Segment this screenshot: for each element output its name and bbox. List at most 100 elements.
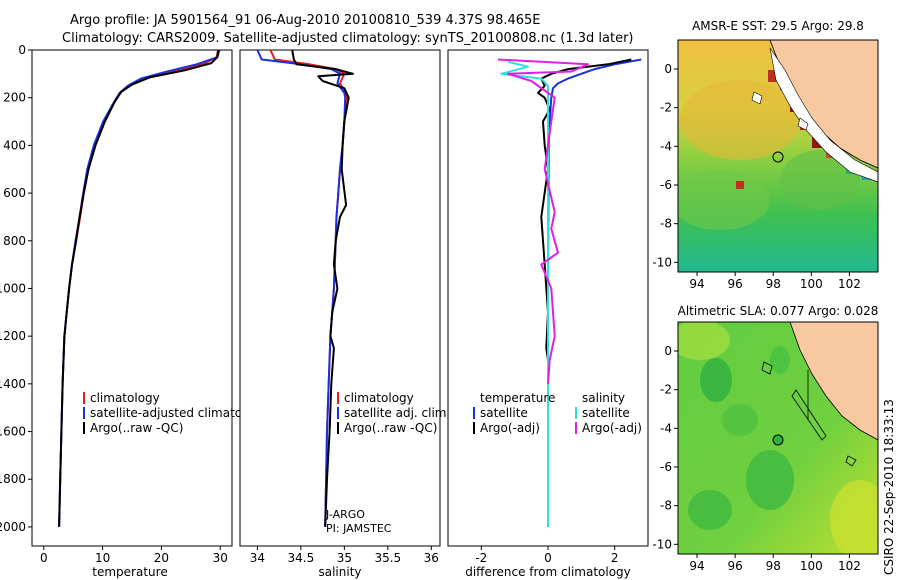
legend-label-sal-satellite: satellite: [582, 406, 630, 420]
temperature-series: [58, 49, 221, 527]
series-line-argo-raw-qc: [291, 49, 354, 527]
map-x-tick-label: 100: [800, 277, 823, 291]
map-x-tick-label: 102: [838, 559, 861, 573]
sst-argo-marker: [772, 151, 784, 163]
y-tick-label: 2000: [0, 520, 26, 534]
map-x-tick-label: 100: [800, 559, 823, 573]
sst-map-panel: AMSR-E SST: 29.5 Argo: 29.8 94 96 98 100 102…: [652, 19, 879, 291]
x-tick-label: 10: [95, 551, 110, 565]
map-y-tick-label: -6: [660, 178, 672, 192]
salinity-x-label: salinity: [318, 565, 361, 579]
y-tick-label: 600: [3, 186, 26, 200]
legend-label-climatology: climatology: [90, 391, 160, 405]
sst-map-frame: [677, 39, 879, 273]
map-x-tick-label: 96: [728, 277, 743, 291]
temperature-plot-frame: [31, 49, 233, 547]
salinity-panel: 34 34.5 35 35.5 36 salinity climatology sate…: [239, 49, 450, 579]
temperature-legend: climatology satellite-adjusted climatolo…: [83, 391, 268, 435]
x-tick-label: -2: [475, 551, 487, 565]
x-tick-label: 36: [424, 551, 439, 565]
legend-label-argo: Argo(..raw -QC): [344, 421, 437, 435]
sla-map-panel: Altimetric SLA: 0.077 Argo: 0.028 94 96 98…: [652, 304, 879, 573]
salinity-series: [256, 49, 354, 527]
y-tick-label: 1200: [0, 329, 26, 343]
map-x-tick-label: 96: [728, 559, 743, 573]
y-tick-label: 200: [3, 91, 26, 105]
sla-island-2: [791, 389, 827, 441]
header-line1: Argo profile: JA 5901564_91 06-Aug-2010 …: [70, 13, 541, 28]
salinity-legend: climatology satellite adj. clim. Argo(..…: [337, 391, 450, 435]
map-x-tick-label: 98: [766, 559, 781, 573]
legend-label-sal-argo: Argo(-adj): [582, 421, 642, 435]
difference-x-axis: -2 0 2: [475, 546, 618, 565]
sst-map-image: [678, 40, 878, 272]
legend-label-temp-argo: Argo(-adj): [480, 421, 540, 435]
series-line-salinity-argo-adj: [497, 58, 589, 384]
temperature-x-label: temperature: [92, 565, 167, 579]
sla-map-axes: 94 96 98 100 102 0 -2 -4 -6 -8 -10: [652, 344, 860, 573]
series-line-argo-raw-qc: [58, 49, 220, 527]
sst-map-title: AMSR-E SST: 29.5 Argo: 29.8: [692, 19, 864, 33]
map-x-tick-label: 94: [689, 559, 704, 573]
sst-map-axes: 94 96 98 100 102 0 -2 -4 -6 -8 -10: [652, 62, 860, 291]
map-y-tick-label: -2: [660, 101, 672, 115]
sla-map-title: Altimetric SLA: 0.077 Argo: 0.028: [678, 304, 879, 318]
map-y-tick-label: -8: [660, 499, 672, 513]
timestamp-label: CSIRO 22-Sep-2010 18:33:13: [882, 399, 896, 575]
difference-x-label: difference from climatology: [465, 565, 631, 579]
difference-legend: temperature salinity satellite Argo(-adj…: [473, 391, 642, 435]
salinity-x-axis: 34 34.5 35 35.5 36: [250, 546, 439, 565]
map-y-tick-label: -4: [660, 139, 672, 153]
x-tick-label: 20: [154, 551, 169, 565]
sla-island-3: [845, 455, 857, 467]
y-tick-label: 0: [18, 43, 26, 57]
y-tick-label: 1800: [0, 472, 26, 486]
x-tick-label: 30: [213, 551, 228, 565]
y-tick-label: 1400: [0, 377, 26, 391]
map-y-tick-label: -8: [660, 217, 672, 231]
sla-island-1: [761, 361, 773, 375]
map-x-tick-label: 98: [766, 277, 781, 291]
temperature-x-axis: 0 10 20 30: [40, 546, 228, 565]
legend-label-argo: Argo(..raw -QC): [90, 421, 183, 435]
map-x-tick-label: 102: [838, 277, 861, 291]
x-tick-label: 2: [611, 551, 619, 565]
y-tick-label: 800: [3, 234, 26, 248]
legend-label-temp-satellite: satellite: [480, 406, 528, 420]
legend-header-temperature: temperature: [480, 391, 555, 405]
difference-panel: -2 0 2 difference from climatology tempera…: [447, 49, 649, 579]
x-tick-label: 0: [40, 551, 48, 565]
temperature-y-axis: 0 200 400 600 800 1000 1200 1400 1600 1800 2000: [0, 43, 32, 534]
map-y-tick-label: -10: [652, 255, 672, 269]
sla-argo-marker: [772, 434, 784, 446]
x-tick-label: 34: [250, 551, 265, 565]
map-y-tick-label: -10: [652, 537, 672, 551]
sla-map-frame: [677, 321, 879, 555]
y-tick-label: 1000: [0, 281, 26, 295]
temperature-panel: 0 200 400 600 800 1000 1200 1400 1600 1800 2000 0 1…: [0, 43, 268, 579]
x-tick-label: 34.5: [288, 551, 315, 565]
x-tick-label: 35: [337, 551, 352, 565]
map-x-tick-label: 94: [689, 277, 704, 291]
sst-island-2: [797, 117, 809, 131]
float-program-annotation: J-ARGO: [325, 508, 365, 521]
sst-coastal-band: [769, 47, 878, 183]
y-tick-label: 400: [3, 138, 26, 152]
map-y-tick-label: -2: [660, 383, 672, 397]
pi-annotation: PI: JAMSTEC: [326, 522, 392, 535]
difference-series: [497, 58, 642, 527]
x-tick-label: 35.5: [374, 551, 401, 565]
map-y-tick-label: 0: [664, 344, 672, 358]
sst-island-1: [751, 91, 763, 105]
map-y-tick-label: -6: [660, 460, 672, 474]
x-tick-label: 0: [544, 551, 552, 565]
map-y-tick-label: 0: [664, 62, 672, 76]
salinity-plot-frame: [239, 49, 441, 547]
sla-land-mass: [789, 322, 878, 441]
sla-map-image: [678, 322, 878, 554]
legend-header-salinity: salinity: [582, 391, 625, 405]
y-tick-label: 1600: [0, 425, 26, 439]
map-y-tick-label: -4: [660, 421, 672, 435]
legend-label-satellite-adjusted: satellite-adjusted climatology: [90, 406, 268, 420]
